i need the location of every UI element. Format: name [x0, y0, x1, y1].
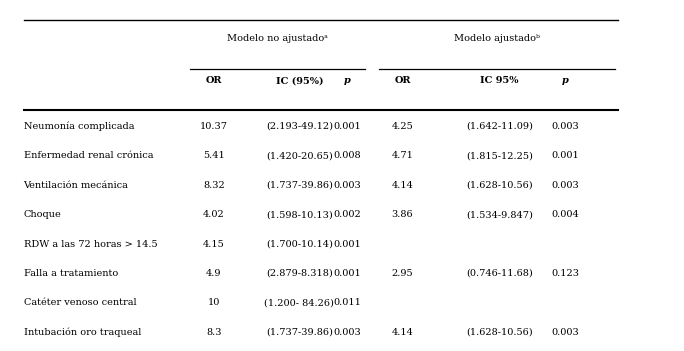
Text: IC (95%): IC (95%) [276, 76, 323, 85]
Text: p: p [344, 76, 351, 85]
Text: 10: 10 [208, 298, 220, 307]
Text: (1.737-39.86): (1.737-39.86) [266, 180, 332, 190]
Text: Choque: Choque [23, 210, 62, 219]
Text: 0.001: 0.001 [551, 151, 579, 160]
Text: 5.41: 5.41 [203, 151, 225, 160]
Text: 4.14: 4.14 [391, 180, 413, 190]
Text: (2.193-49.12): (2.193-49.12) [266, 121, 333, 131]
Text: (1.700-10.14): (1.700-10.14) [266, 239, 332, 249]
Text: 0.002: 0.002 [333, 210, 361, 219]
Text: 0.001: 0.001 [333, 239, 361, 249]
Text: (1.737-39.86): (1.737-39.86) [266, 328, 332, 337]
Text: 2.95: 2.95 [392, 269, 413, 278]
Text: Neumonía complicada: Neumonía complicada [23, 121, 134, 131]
Text: 0.004: 0.004 [551, 210, 579, 219]
Text: 0.001: 0.001 [333, 269, 361, 278]
Text: (1.628-10.56): (1.628-10.56) [466, 180, 533, 190]
Text: (1.815-12.25): (1.815-12.25) [466, 151, 533, 160]
Text: 4.25: 4.25 [391, 121, 413, 131]
Text: 0.003: 0.003 [333, 328, 361, 337]
Text: (1.598-10.13): (1.598-10.13) [266, 210, 332, 219]
Text: 4.02: 4.02 [203, 210, 225, 219]
Text: OR: OR [394, 76, 410, 85]
Text: OR: OR [206, 76, 222, 85]
Text: RDW a las 72 horas > 14.5: RDW a las 72 horas > 14.5 [23, 239, 157, 249]
Text: p: p [562, 76, 568, 85]
Text: Modelo ajustadoᵇ: Modelo ajustadoᵇ [453, 34, 540, 43]
Text: Falla a tratamiento: Falla a tratamiento [23, 269, 118, 278]
Text: 0.003: 0.003 [333, 180, 361, 190]
Text: Modelo no ajustadoᵃ: Modelo no ajustadoᵃ [227, 34, 328, 43]
Text: 8.32: 8.32 [203, 180, 225, 190]
Text: 4.9: 4.9 [206, 269, 222, 278]
Text: 0.001: 0.001 [333, 121, 361, 131]
Text: 0.123: 0.123 [551, 269, 579, 278]
Text: 0.003: 0.003 [551, 328, 579, 337]
Text: (1.642-11.09): (1.642-11.09) [466, 121, 533, 131]
Text: 3.86: 3.86 [392, 210, 413, 219]
Text: 4.14: 4.14 [391, 328, 413, 337]
Text: 4.15: 4.15 [203, 239, 225, 249]
Text: (1.420-20.65): (1.420-20.65) [266, 151, 332, 160]
Text: (1.534-9.847): (1.534-9.847) [466, 210, 533, 219]
Text: Ventilación mecánica: Ventilación mecánica [23, 180, 129, 190]
Text: 0.008: 0.008 [333, 151, 361, 160]
Text: Enfermedad renal crónica: Enfermedad renal crónica [23, 151, 153, 160]
Text: 4.71: 4.71 [391, 151, 413, 160]
Text: IC 95%: IC 95% [480, 76, 519, 85]
Text: (1.628-10.56): (1.628-10.56) [466, 328, 533, 337]
Text: (1.200- 84.26): (1.200- 84.26) [265, 298, 334, 307]
Text: 10.37: 10.37 [200, 121, 228, 131]
Text: 0.003: 0.003 [551, 180, 579, 190]
Text: Catéter venoso central: Catéter venoso central [23, 298, 136, 307]
Text: 8.3: 8.3 [206, 328, 222, 337]
Text: (2.879-8.318): (2.879-8.318) [266, 269, 332, 278]
Text: 0.011: 0.011 [333, 298, 361, 307]
Text: 0.003: 0.003 [551, 121, 579, 131]
Text: Intubación oro traqueal: Intubación oro traqueal [23, 328, 141, 337]
Text: (0.746-11.68): (0.746-11.68) [466, 269, 533, 278]
